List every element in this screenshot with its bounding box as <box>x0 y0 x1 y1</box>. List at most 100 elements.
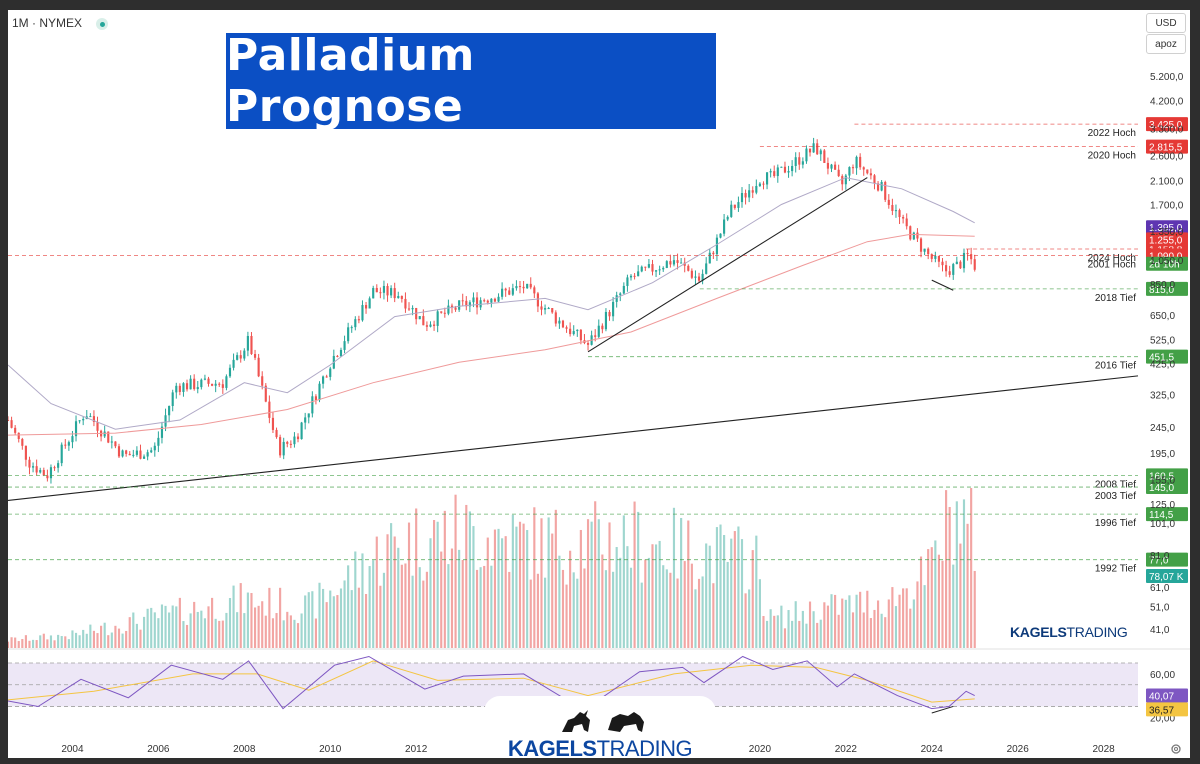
candle-body <box>619 293 622 296</box>
volume-bar <box>472 526 475 648</box>
volume-bar <box>364 593 368 648</box>
volume-bar <box>28 640 31 648</box>
candle-body <box>150 450 153 453</box>
volume-bar <box>475 569 479 648</box>
volume-bar <box>203 618 207 648</box>
volume-bar <box>96 633 99 648</box>
volume-bar <box>876 600 880 648</box>
chart-panel: 2022 Hoch 3.425,0 2020 Hoch 2.815,5 2024 Hoc… <box>8 10 1190 758</box>
volume-bar <box>386 534 389 648</box>
volume-bar <box>53 640 56 648</box>
volume-bar <box>569 550 572 648</box>
scale-mode-button[interactable]: apoz <box>1146 34 1186 54</box>
volume-bar <box>490 565 493 648</box>
candle-body <box>973 259 976 270</box>
volume-bar <box>934 540 937 648</box>
candle-body <box>21 438 24 446</box>
candle-body <box>142 456 146 459</box>
volume-bar <box>49 635 53 648</box>
candle-body <box>472 297 475 303</box>
gear-icon[interactable] <box>1170 743 1182 755</box>
volume-bar <box>891 587 894 648</box>
volume-bar <box>690 563 693 648</box>
symbol-label[interactable]: 1M · NYMEX <box>12 16 83 30</box>
volume-bar <box>755 535 758 648</box>
volume-bar <box>719 524 722 648</box>
candle-body <box>712 252 715 255</box>
candles <box>8 137 976 484</box>
volume-bar <box>228 598 232 648</box>
candle-body <box>644 266 647 268</box>
volume-bar <box>705 543 708 648</box>
volume-tick-label: 101,0 <box>1150 519 1175 530</box>
volume-bar <box>268 587 271 648</box>
candle-body <box>640 266 643 272</box>
volume-bar <box>85 633 88 648</box>
candle-body <box>647 264 650 268</box>
candle-body <box>286 441 289 444</box>
candle-body <box>475 297 479 308</box>
candle-body <box>941 261 944 266</box>
candle-body <box>60 444 63 464</box>
volume-bar <box>662 565 665 648</box>
candle-body <box>612 301 615 317</box>
candle-body <box>117 446 121 457</box>
candle-body <box>347 327 350 342</box>
candle-body <box>783 166 787 173</box>
volume-bar <box>296 623 300 648</box>
candle-body <box>898 210 901 218</box>
candle-body <box>912 232 915 240</box>
volume-bar <box>10 637 13 648</box>
candle-body <box>368 298 371 309</box>
volume-bar <box>744 593 747 648</box>
candle-body <box>701 273 704 281</box>
volume-bar <box>157 618 160 648</box>
candle-body <box>264 385 267 402</box>
candle-body <box>529 283 532 288</box>
volume-bar <box>107 635 110 648</box>
price-badge-text: 1.395,0 <box>1149 223 1183 234</box>
volume-bar <box>357 587 360 648</box>
candle-body <box>558 320 561 324</box>
volume-bar <box>311 591 314 648</box>
brand-logo-small: KAGELSTRADING <box>1010 624 1128 640</box>
volume-bar <box>669 572 672 648</box>
candle-body <box>615 295 618 302</box>
volume-bar <box>336 595 339 648</box>
volume-bar <box>454 494 457 648</box>
volume-bar <box>637 511 640 648</box>
brand-light-text: TRADING <box>1066 624 1128 640</box>
candle-body <box>515 286 518 289</box>
volume-bar <box>952 564 955 648</box>
candle-body <box>14 427 17 433</box>
volume-bar <box>300 613 303 648</box>
candle-body <box>730 204 733 217</box>
candle-body <box>193 378 196 390</box>
candle-body <box>876 183 880 191</box>
candle-body <box>364 305 368 309</box>
candle-body <box>390 288 393 296</box>
candle-body <box>776 167 779 177</box>
volume-bar <box>543 577 547 648</box>
volume-bar <box>547 517 550 648</box>
candle-body <box>726 216 729 220</box>
bull-bear-icon <box>562 710 644 732</box>
candle-body <box>672 260 676 265</box>
price-tick-label: 850,0 <box>1150 280 1175 291</box>
price-tick-label: 2.600,0 <box>1150 152 1184 163</box>
currency-button[interactable]: USD <box>1146 13 1186 33</box>
candle-body <box>257 357 260 377</box>
candle-body <box>651 264 654 272</box>
volume-bar <box>862 612 865 648</box>
candle-body <box>654 270 658 272</box>
candle-body <box>916 232 919 239</box>
volume-bar <box>282 620 285 648</box>
volume-bar <box>937 554 940 648</box>
volume-bar <box>236 612 239 648</box>
price-tick-label: 5.200,0 <box>1150 72 1184 83</box>
volume-bar <box>579 529 582 648</box>
volume-bar <box>189 613 192 648</box>
candle-body <box>859 156 862 168</box>
candle-body <box>486 300 489 303</box>
